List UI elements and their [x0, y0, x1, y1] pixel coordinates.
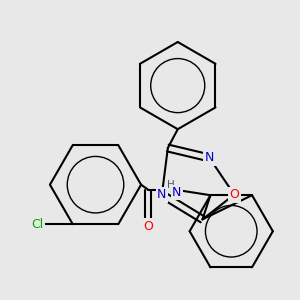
Text: N: N — [172, 186, 182, 199]
Text: O: O — [143, 220, 153, 233]
Text: N: N — [157, 188, 167, 201]
Text: H: H — [167, 180, 175, 190]
Text: Cl: Cl — [31, 218, 43, 231]
Text: N: N — [205, 152, 214, 164]
Text: O: O — [229, 188, 239, 201]
